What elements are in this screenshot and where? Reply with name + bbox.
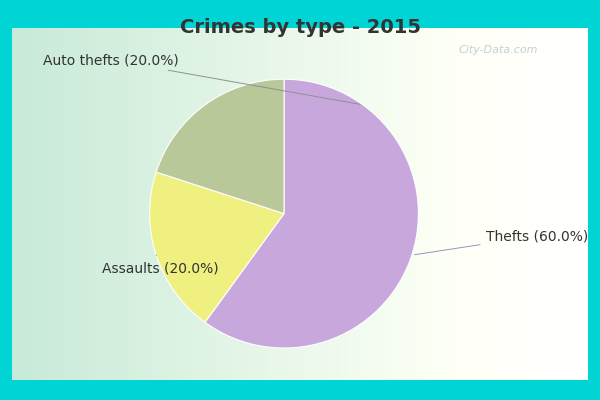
Text: City-Data.com: City-Data.com — [458, 45, 538, 55]
Text: Thefts (60.0%): Thefts (60.0%) — [415, 229, 588, 255]
Text: Crimes by type - 2015: Crimes by type - 2015 — [179, 18, 421, 37]
Wedge shape — [149, 172, 284, 322]
Text: Auto thefts (20.0%): Auto thefts (20.0%) — [43, 53, 360, 104]
Wedge shape — [205, 79, 418, 348]
Text: Assaults (20.0%): Assaults (20.0%) — [101, 255, 218, 275]
Wedge shape — [156, 79, 284, 214]
